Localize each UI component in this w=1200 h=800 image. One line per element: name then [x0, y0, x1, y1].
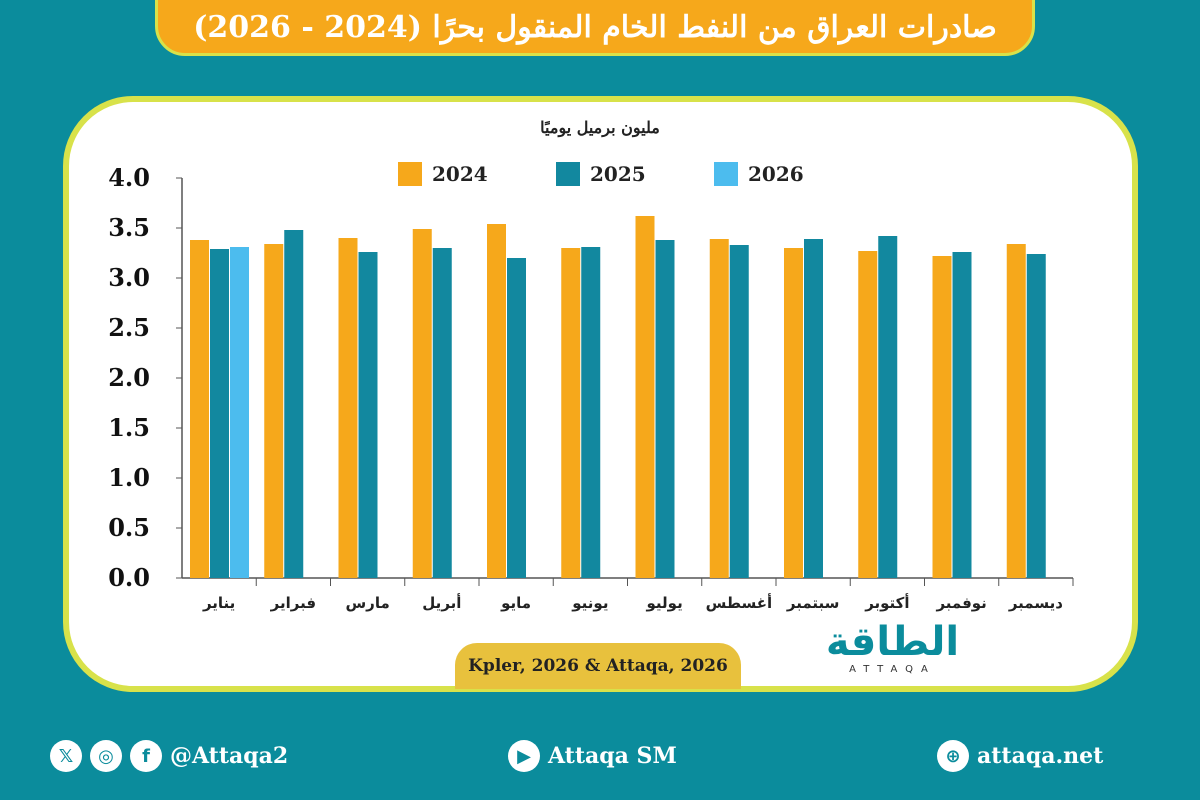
bar-2024 [412, 229, 432, 578]
youtube-handle[interactable]: Attaqa SM [548, 743, 677, 769]
x-tick-label: ديسمبر [1008, 594, 1063, 612]
y-tick-label: 2.0 [108, 363, 150, 392]
y-tick-label: 1.0 [108, 463, 150, 492]
legend-item-2026: 2026 [714, 162, 872, 186]
y-tick-label: 1.5 [108, 413, 150, 442]
attaqa-logo: الطاقة ATTAQA [825, 619, 960, 675]
bar-2025 [1026, 254, 1046, 578]
bar-2024 [561, 248, 581, 578]
social-links: 𝕏 ◎ f @Attaqa2 [50, 740, 288, 772]
youtube-icon[interactable]: ▶ [508, 740, 540, 772]
x-tick-label: أبريل [422, 593, 461, 612]
bar-2024 [1006, 244, 1026, 578]
bar-2025 [284, 230, 304, 578]
social-handle[interactable]: @Attaqa2 [170, 743, 289, 769]
x-tick-label: يوليو [646, 594, 683, 612]
bar-2025 [507, 258, 526, 578]
x-tick-label: مايو [500, 594, 531, 612]
bar-2024 [858, 251, 878, 578]
x-tick-label: يونيو [571, 594, 608, 612]
bar-2024 [784, 248, 803, 578]
website-link: ⊕ attaqa.net [937, 740, 1103, 772]
bar-2024 [487, 224, 506, 578]
legend-label: 2025 [590, 162, 646, 186]
bar-2024 [709, 239, 729, 578]
legend-label: 2024 [432, 162, 488, 186]
x-tick-label: فبراير [270, 594, 316, 612]
legend-swatch [556, 162, 580, 186]
bar-2025 [655, 240, 675, 578]
x-tick-label: نوفمبر [935, 594, 986, 612]
bar-2025 [358, 252, 378, 578]
instagram-icon[interactable]: ◎ [90, 740, 122, 772]
legend-label: 2026 [748, 162, 804, 186]
globe-icon[interactable]: ⊕ [937, 740, 969, 772]
chart-title: صادرات العراق من النفط الخام المنقول بحر… [155, 0, 1035, 56]
bar-2025 [952, 252, 972, 578]
legend-swatch [398, 162, 422, 186]
bar-2025 [729, 245, 749, 578]
legend-item-2024: 2024 [398, 162, 556, 186]
bar-2025 [581, 247, 601, 578]
youtube-link: ▶ Attaqa SM [508, 740, 677, 772]
x-tick-label: أغسطس [706, 593, 772, 612]
legend: 2024 2025 2026 [398, 162, 872, 186]
y-tick-label: 4.0 [108, 163, 150, 192]
x-tick-label: سبتمبر [786, 594, 840, 612]
y-tick-label: 3.0 [108, 263, 150, 292]
x-tick-label: مارس [345, 594, 389, 612]
bar-2025 [804, 239, 823, 578]
bar-2024 [264, 244, 284, 578]
x-tick-label: أكتوبر [864, 593, 909, 612]
source-label: Kpler, 2026 & Attaqa, 2026 [455, 643, 741, 689]
bar-2026 [230, 247, 249, 578]
legend-swatch [714, 162, 738, 186]
y-tick-label: 0.0 [108, 563, 150, 592]
x-tick-label: يناير [202, 594, 235, 612]
bar-2024 [932, 256, 952, 578]
bar-2025 [210, 249, 229, 578]
legend-item-2025: 2025 [556, 162, 714, 186]
x-icon[interactable]: 𝕏 [50, 740, 82, 772]
bar-2024 [190, 240, 209, 578]
website-url[interactable]: attaqa.net [977, 743, 1104, 769]
y-tick-label: 3.5 [108, 213, 150, 242]
bar-2025 [432, 248, 452, 578]
bar-2025 [878, 236, 898, 578]
y-tick-label: 2.5 [108, 313, 150, 342]
bar-2024 [338, 238, 358, 578]
y-tick-label: 0.5 [108, 513, 150, 542]
y-axis-unit: مليون برميل يوميًا [540, 118, 660, 137]
bar-2024 [635, 216, 655, 578]
facebook-icon[interactable]: f [130, 740, 162, 772]
